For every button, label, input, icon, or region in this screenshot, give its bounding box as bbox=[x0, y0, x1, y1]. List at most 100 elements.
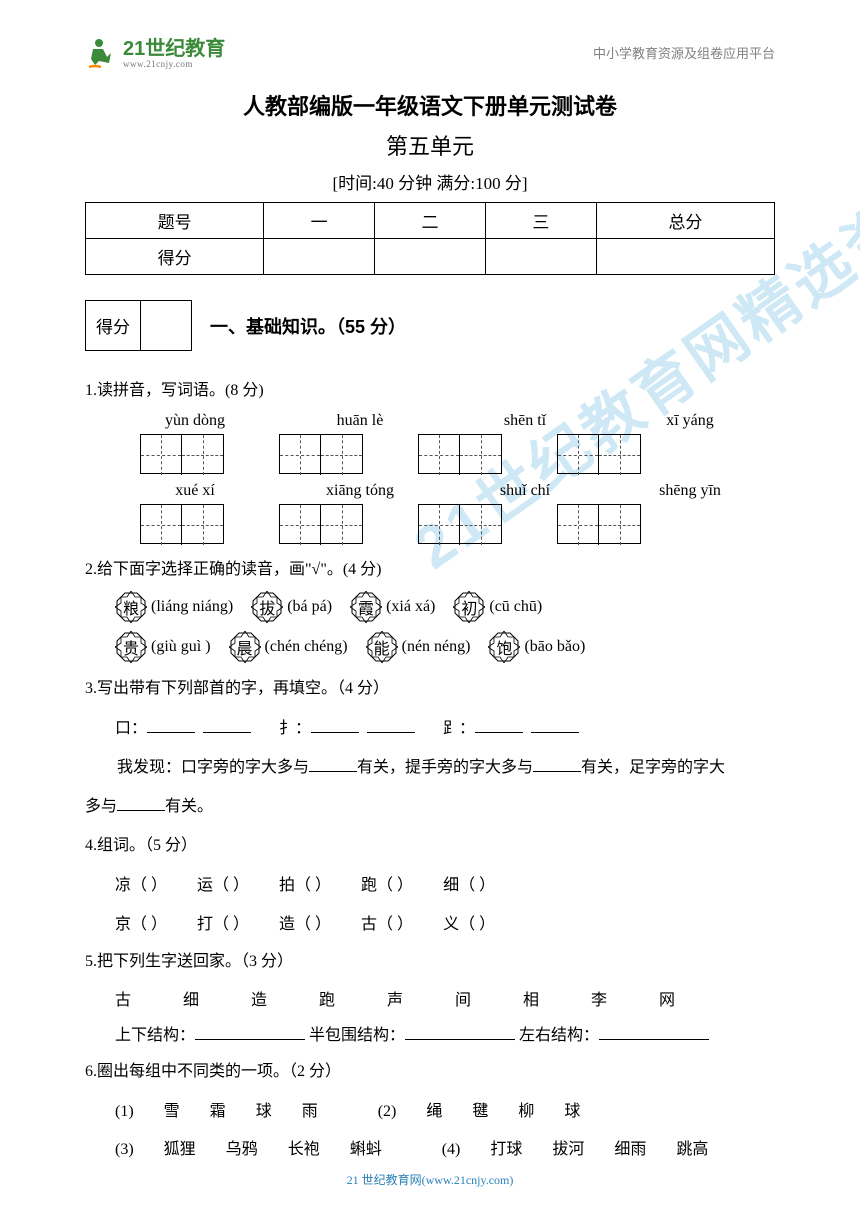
pinyin-label: yùn dòng bbox=[140, 412, 250, 430]
q5-text: 5.把下列生字送回家。（3 分） bbox=[85, 944, 775, 979]
pinyin-options: (liáng niáng) bbox=[151, 598, 233, 616]
logo-icon bbox=[85, 35, 119, 69]
q2-text: 2.给下面字选择正确的读音，画"√"。(4 分) bbox=[85, 552, 775, 587]
pinyin-label: shēng yīn bbox=[635, 482, 745, 500]
pinyin-label: huān lè bbox=[305, 412, 415, 430]
logo-main-text: 21世纪教育 bbox=[123, 39, 225, 59]
word-group[interactable]: 拍（ ） bbox=[279, 867, 331, 905]
table-row: 题号 一 二 三 总分 bbox=[86, 203, 775, 239]
char-write-box[interactable] bbox=[418, 504, 502, 544]
section-title: 一、基础知识。（55 分） bbox=[210, 313, 406, 339]
q5-structures: 上下结构： 半包围结构： 左右结构： bbox=[115, 1018, 775, 1053]
q1-text: 1.读拼音，写词语。(8 分) bbox=[85, 373, 775, 408]
fill-blank[interactable] bbox=[195, 1022, 305, 1040]
q3-text: 3.写出带有下列部首的字，再填空。（4 分） bbox=[85, 671, 775, 706]
th-qnum: 题号 bbox=[86, 203, 264, 239]
char-write-box[interactable] bbox=[140, 504, 224, 544]
classify-word: 毽 bbox=[472, 1093, 488, 1131]
word-group[interactable]: 细（ ） bbox=[443, 867, 495, 905]
char-write-box[interactable] bbox=[557, 434, 641, 474]
fill-blank[interactable] bbox=[475, 715, 523, 733]
pinyin-label: shuǐ chí bbox=[470, 482, 580, 500]
pinyin-label: xué xí bbox=[140, 482, 250, 500]
word-group[interactable]: 造（ ） bbox=[279, 906, 331, 944]
char-write-box[interactable] bbox=[557, 504, 641, 544]
fill-blank[interactable] bbox=[533, 754, 581, 772]
polyphone-item[interactable]: 拔(bá pá) bbox=[251, 591, 332, 623]
word-group[interactable]: 凉（ ） bbox=[115, 867, 167, 905]
table-row: 得分 bbox=[86, 239, 775, 275]
q3-fill-sentence: 我发现：口字旁的字大多与有关，提手旁的字大多与有关，足字旁的字大 bbox=[85, 750, 775, 785]
td-blank[interactable] bbox=[264, 239, 375, 275]
fill-blank[interactable] bbox=[117, 793, 165, 811]
score-entry-box: 得分 bbox=[85, 300, 192, 351]
char-write-box[interactable] bbox=[279, 434, 363, 474]
classify-word: 拔河 bbox=[552, 1131, 584, 1169]
th-2: 二 bbox=[375, 203, 486, 239]
polyphone-item[interactable]: 贵(giù guì ) bbox=[115, 631, 211, 663]
section-header: 得分 一、基础知识。（55 分） bbox=[85, 300, 775, 351]
group-num: (4) bbox=[442, 1131, 461, 1169]
polyphone-item[interactable]: 霞(xiá xá) bbox=[350, 591, 435, 623]
fill-blank[interactable] bbox=[531, 715, 579, 733]
polyphone-item[interactable]: 初(cū chū) bbox=[453, 591, 542, 623]
polyphone-item[interactable]: 饱(bāo bǎo) bbox=[488, 631, 585, 663]
classify-word: 长袍 bbox=[288, 1131, 320, 1169]
td-blank[interactable] bbox=[485, 239, 596, 275]
logo-text-wrap: 21世纪教育 www.21cnjy.com bbox=[123, 39, 225, 69]
q3-fill-part: 多与 bbox=[85, 798, 117, 815]
polyphone-item[interactable]: 能(nén néng) bbox=[366, 631, 471, 663]
fill-blank[interactable] bbox=[405, 1022, 515, 1040]
polyphone-item[interactable]: 晨(chén chéng) bbox=[229, 631, 348, 663]
td-blank[interactable] bbox=[596, 239, 774, 275]
classify-group[interactable]: (1)雪霜球雨 bbox=[115, 1093, 318, 1131]
char-write-box[interactable] bbox=[140, 434, 224, 474]
th-3: 三 bbox=[485, 203, 596, 239]
td-blank[interactable] bbox=[375, 239, 486, 275]
fill-blank[interactable] bbox=[367, 715, 415, 733]
classify-word: 球 bbox=[564, 1093, 580, 1131]
fill-blank[interactable] bbox=[203, 715, 251, 733]
q4-row1: 凉（ ） 运（ ） 拍（ ） 跑（ ） 细（ ） bbox=[115, 867, 775, 905]
pinyin-options: (bāo bǎo) bbox=[524, 638, 585, 656]
classify-word: 打球 bbox=[490, 1131, 522, 1169]
classify-word: 狐狸 bbox=[164, 1131, 196, 1169]
word-group[interactable]: 跑（ ） bbox=[361, 867, 413, 905]
q3-fill-sentence-2: 多与有关。 bbox=[85, 789, 775, 824]
word-group[interactable]: 京（ ） bbox=[115, 906, 167, 944]
word-group[interactable]: 打（ ） bbox=[197, 906, 249, 944]
struct-label: 上下结构： bbox=[115, 1027, 195, 1044]
pinyin-label: xiāng tóng bbox=[305, 482, 415, 500]
q6-groups: (1)雪霜球雨(2)绳毽柳球(3)狐狸乌鸦长袍蝌蚪(4)打球拔河细雨跳高 bbox=[85, 1093, 775, 1170]
word-group[interactable]: 义（ ） bbox=[443, 906, 495, 944]
fill-blank[interactable] bbox=[599, 1022, 709, 1040]
pinyin-label: xī yáng bbox=[635, 412, 745, 430]
pinyin-options: (chén chéng) bbox=[265, 638, 348, 656]
classify-group[interactable]: (4)打球拔河细雨跳高 bbox=[442, 1131, 709, 1169]
header-right-text: 中小学教育资源及组卷应用平台 bbox=[593, 43, 775, 62]
struct-label: 半包围结构： bbox=[309, 1027, 405, 1044]
th-total: 总分 bbox=[596, 203, 774, 239]
word-group[interactable]: 古（ ） bbox=[361, 906, 413, 944]
fill-blank[interactable] bbox=[311, 715, 359, 733]
octagon-char: 饱 bbox=[488, 631, 520, 663]
th-1: 一 bbox=[264, 203, 375, 239]
word-group[interactable]: 运（ ） bbox=[197, 867, 249, 905]
page-title: 人教部编版一年级语文下册单元测试卷 bbox=[85, 89, 775, 121]
q3-fill-part: 有关，足字旁的字大 bbox=[581, 759, 725, 776]
classify-group[interactable]: (2)绳毽柳球 bbox=[378, 1093, 581, 1131]
fill-blank[interactable] bbox=[147, 715, 195, 733]
octagon-char: 拔 bbox=[251, 591, 283, 623]
classify-word: 细雨 bbox=[614, 1131, 646, 1169]
q1-box-row2 bbox=[140, 504, 775, 544]
polyphone-item[interactable]: 粮(liáng niáng) bbox=[115, 591, 233, 623]
score-entry-label: 得分 bbox=[86, 301, 141, 350]
char-write-box[interactable] bbox=[418, 434, 502, 474]
classify-word: 乌鸦 bbox=[226, 1131, 258, 1169]
score-entry-blank[interactable] bbox=[141, 301, 191, 350]
classify-group[interactable]: (3)狐狸乌鸦长袍蝌蚪 bbox=[115, 1131, 382, 1169]
classify-word: 绳 bbox=[426, 1093, 442, 1131]
char-write-box[interactable] bbox=[279, 504, 363, 544]
page-header: 21世纪教育 www.21cnjy.com 中小学教育资源及组卷应用平台 bbox=[85, 35, 775, 69]
fill-blank[interactable] bbox=[309, 754, 357, 772]
